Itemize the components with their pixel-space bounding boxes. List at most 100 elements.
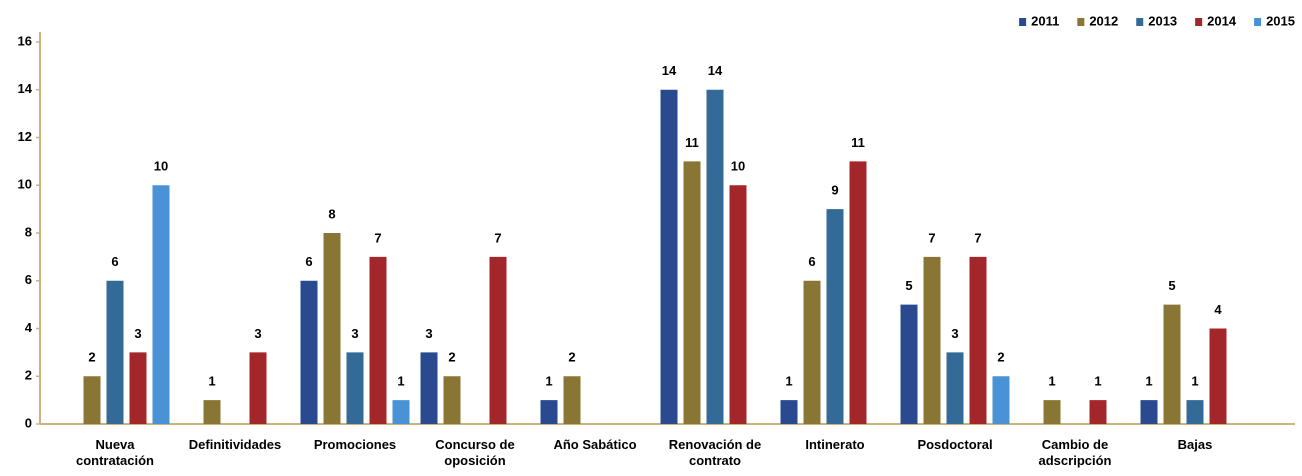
bar [900, 304, 918, 424]
bar [1186, 400, 1204, 424]
data-label: 3 [425, 326, 432, 341]
bar [420, 352, 438, 424]
x-tick-label: Año Sabático [553, 437, 637, 452]
data-label: 14 [662, 63, 677, 78]
x-tick-label: Concurso de oposición [435, 437, 515, 468]
x-tick-label: Nueva contratación [75, 437, 154, 468]
bar [1089, 400, 1107, 424]
x-tick-label: Bajas [1177, 437, 1213, 452]
data-label: 1 [397, 374, 404, 389]
bar [323, 233, 341, 424]
legend-swatch [1195, 18, 1203, 26]
data-label: 2 [448, 350, 455, 365]
y-tick-label: 8 [25, 224, 32, 239]
x-tick-label: Definitividades [188, 437, 282, 452]
bar [152, 185, 170, 424]
bar [1209, 328, 1227, 424]
x-tick-label: Renovación de contrato [668, 437, 762, 468]
bar [1043, 400, 1061, 424]
y-tick-label: 12 [18, 129, 32, 144]
x-tick-label: Intinerato [805, 437, 865, 452]
bar [129, 352, 147, 424]
y-tick-label: 10 [18, 177, 32, 192]
y-tick-label: 0 [25, 415, 32, 430]
data-label: 1 [545, 374, 552, 389]
data-label: 1 [208, 374, 215, 389]
legend-swatch [1019, 18, 1027, 26]
y-tick-label: 16 [18, 33, 32, 48]
data-label: 1 [1094, 374, 1101, 389]
data-label: 11 [685, 135, 699, 150]
x-tick-label: Cambio de adscripción [1038, 437, 1112, 468]
legend-label: 2014 [1207, 13, 1237, 28]
x-tick-label: Promociones [313, 437, 397, 452]
data-label: 9 [831, 183, 838, 198]
data-label: 4 [1214, 302, 1222, 317]
bar [489, 256, 507, 424]
bar [249, 352, 267, 424]
data-label: 6 [305, 254, 312, 269]
data-label: 7 [374, 230, 381, 245]
bar [992, 376, 1010, 424]
bar [392, 400, 410, 424]
y-tick-label: 6 [25, 272, 32, 287]
bar [849, 161, 867, 424]
data-label: 6 [111, 254, 118, 269]
y-tick-label: 14 [18, 81, 33, 96]
bar [300, 280, 318, 424]
data-label: 8 [328, 206, 335, 221]
data-label: 2 [88, 350, 95, 365]
data-label: 1 [785, 374, 792, 389]
bar [729, 185, 747, 424]
bar [660, 89, 678, 424]
data-label: 3 [254, 326, 261, 341]
data-label: 7 [928, 230, 935, 245]
bar [1140, 400, 1158, 424]
data-label: 2 [997, 350, 1004, 365]
legend-label: 2011 [1031, 13, 1059, 28]
bar [780, 400, 798, 424]
bar [346, 352, 364, 424]
data-label: 5 [905, 278, 912, 293]
data-label: 14 [708, 63, 723, 78]
legend-swatch [1136, 18, 1144, 26]
data-label: 1 [1048, 374, 1055, 389]
bar [563, 376, 581, 424]
data-label: 1 [1145, 374, 1152, 389]
data-label: 11 [851, 135, 865, 150]
data-label: 6 [808, 254, 815, 269]
legend-label: 2015 [1266, 13, 1295, 28]
data-label: 10 [731, 159, 745, 174]
bar [706, 89, 724, 424]
bar [540, 400, 558, 424]
x-tick-label: Posdoctoral [917, 437, 993, 452]
bar [826, 209, 844, 424]
bar [443, 376, 461, 424]
data-label: 2 [568, 350, 575, 365]
bar [106, 280, 124, 424]
bar [803, 280, 821, 424]
data-label: 10 [154, 159, 168, 174]
bar [946, 352, 964, 424]
bar [83, 376, 101, 424]
data-label: 3 [351, 326, 358, 341]
data-label: 1 [1191, 374, 1198, 389]
legend-label: 2013 [1148, 13, 1177, 28]
bar [969, 256, 987, 424]
bar [923, 256, 941, 424]
bar [369, 256, 387, 424]
legend-label: 2012 [1089, 13, 1118, 28]
legend-swatch [1077, 18, 1085, 26]
data-label: 5 [1168, 278, 1175, 293]
data-label: 3 [951, 326, 958, 341]
y-tick-label: 4 [25, 320, 33, 335]
bar [683, 161, 701, 424]
data-label: 7 [974, 230, 981, 245]
y-tick-label: 2 [25, 368, 32, 383]
data-label: 7 [494, 230, 501, 245]
data-label: 3 [134, 326, 141, 341]
bar [203, 400, 221, 424]
legend-swatch [1254, 18, 1262, 26]
